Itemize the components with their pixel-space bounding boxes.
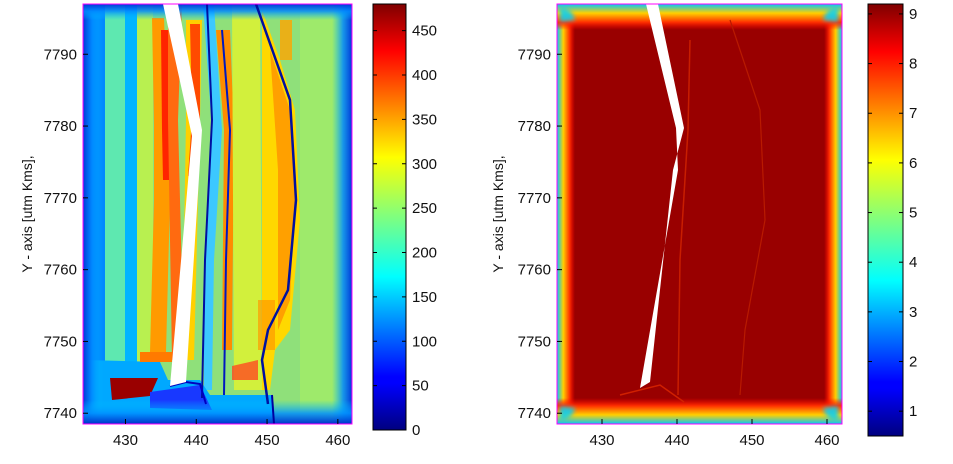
right-heatmap — [557, 4, 842, 424]
right-y-axis-label: Y - axis [utm Kms], — [490, 155, 506, 272]
y-tick-label: 7790 — [518, 46, 551, 63]
colorbar-tick-label: 150 — [412, 289, 437, 306]
left-colorbar — [372, 3, 407, 431]
right-colorbar-ticks: 1 2 3 4 5 6 7 8 9 — [868, 6, 917, 420]
colorbar-tick-label: 1 — [909, 403, 917, 420]
left-panel: 7740 7750 7760 7770 7780 7790 430 440 450 460 Y … — [19, 3, 437, 449]
colorbar-tick-label: 8 — [909, 56, 917, 73]
x-tick-label: 460 — [814, 432, 839, 449]
y-tick-label: 7780 — [518, 118, 551, 135]
x-tick-label: 450 — [739, 432, 764, 449]
colorbar-tick-label: 7 — [909, 105, 917, 122]
right-x-ticks: 430 440 450 460 — [589, 419, 840, 449]
y-tick-label: 7760 — [518, 262, 551, 279]
colorbar-tick-label: 200 — [412, 245, 437, 262]
right-panel: 7740 7750 7760 7770 7780 7790 430 440 450 460 Y … — [490, 3, 917, 449]
colorbar-tick-label: 0 — [412, 422, 420, 439]
y-tick-label: 7740 — [44, 405, 77, 422]
right-colorbar — [867, 3, 904, 437]
left-axes-frame — [82, 3, 353, 425]
x-tick-label: 450 — [255, 432, 280, 449]
y-tick-label: 7740 — [518, 405, 551, 422]
y-tick-label: 7790 — [44, 46, 77, 63]
left-heatmap — [83, 3, 352, 425]
colorbar-tick-label: 100 — [412, 333, 437, 350]
x-tick-label: 440 — [184, 432, 209, 449]
y-tick-label: 7770 — [44, 190, 77, 207]
colorbar-tick-label: 5 — [909, 205, 917, 222]
right-y-ticks: 7740 7750 7760 7770 7780 7790 — [518, 46, 562, 422]
colorbar-tick-label: 250 — [412, 200, 437, 217]
colorbar-tick-label: 3 — [909, 304, 917, 321]
left-y-axis-label: Y - axis [utm Kms], — [19, 155, 35, 272]
y-tick-label: 7770 — [518, 190, 551, 207]
y-tick-label: 7750 — [518, 333, 551, 350]
colorbar-tick-label: 6 — [909, 155, 917, 172]
y-tick-label: 7780 — [44, 118, 77, 135]
colorbar-tick-label: 400 — [412, 67, 437, 84]
x-tick-label: 440 — [664, 432, 689, 449]
colorbar-tick-label: 4 — [909, 254, 917, 271]
x-tick-label: 460 — [325, 432, 350, 449]
y-tick-label: 7760 — [44, 262, 77, 279]
colorbar-tick-label: 300 — [412, 156, 437, 173]
y-tick-label: 7750 — [44, 333, 77, 350]
colorbar-tick-label: 350 — [412, 111, 437, 128]
colorbar-tick-label: 9 — [909, 6, 917, 23]
left-y-ticks: 7740 7750 7760 7770 7780 7790 — [44, 46, 88, 422]
colorbar-tick-label: 2 — [909, 354, 917, 371]
left-x-ticks: 430 440 450 460 — [113, 419, 350, 449]
right-axes-frame — [556, 3, 843, 425]
colorbar-tick-label: 450 — [412, 23, 437, 40]
x-tick-label: 430 — [589, 432, 614, 449]
colorbar-tick-label: 50 — [412, 378, 429, 395]
left-colorbar-ticks: 0 50 100 150 200 250 300 350 400 450 — [373, 23, 437, 439]
x-tick-label: 430 — [113, 432, 138, 449]
